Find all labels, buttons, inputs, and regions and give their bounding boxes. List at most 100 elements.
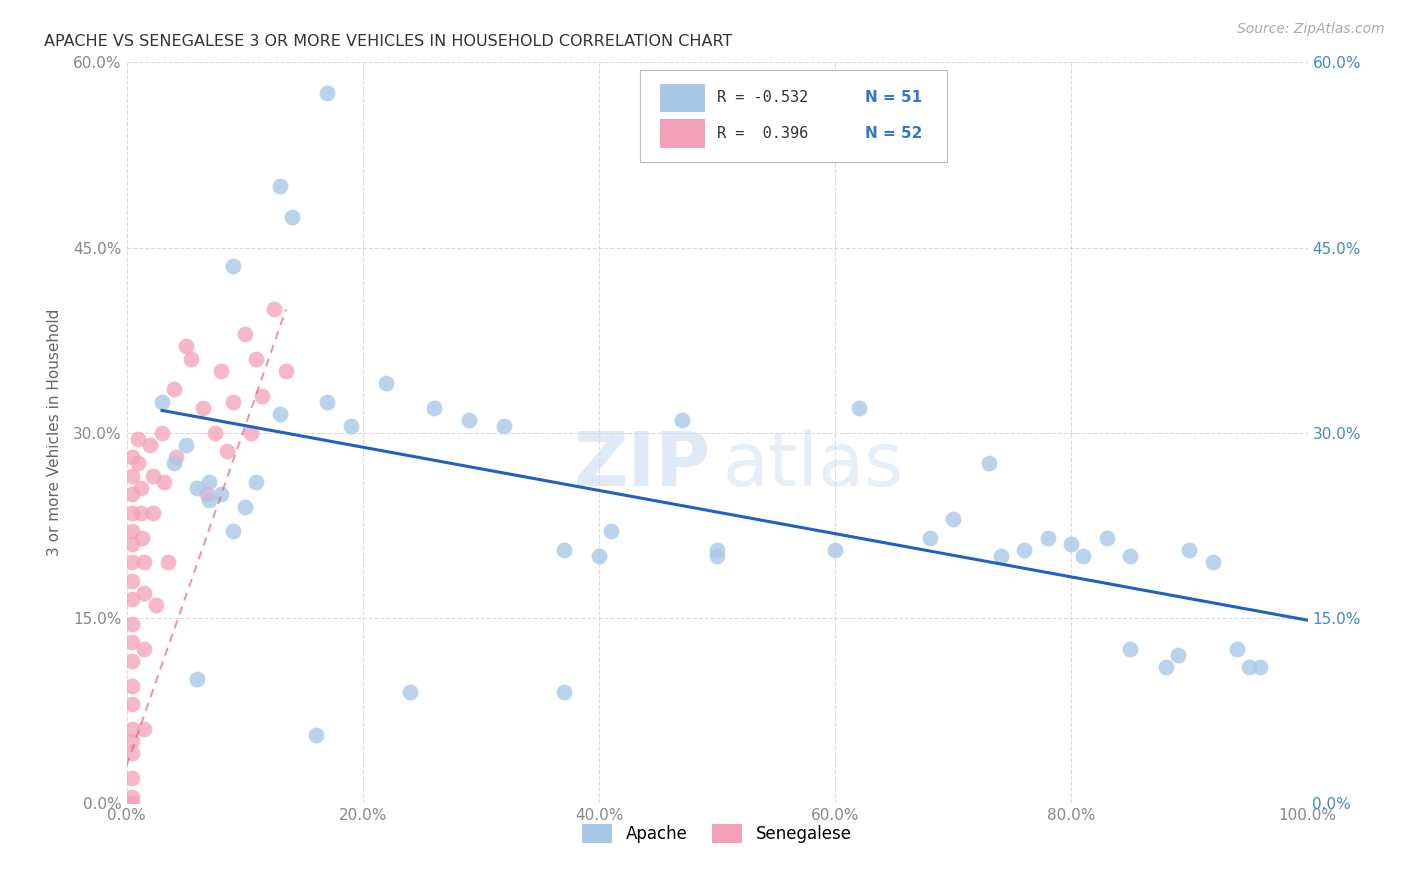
Point	[127, 432, 149, 446]
Legend: Apache, Senegalese: Apache, Senegalese	[575, 817, 859, 850]
Point	[180, 351, 202, 366]
Point	[1119, 549, 1142, 563]
Point	[1237, 660, 1260, 674]
Point	[129, 506, 152, 520]
Point	[121, 654, 143, 668]
FancyBboxPatch shape	[661, 84, 706, 112]
Point	[121, 450, 143, 465]
Y-axis label: 3 or more Vehicles in Household: 3 or more Vehicles in Household	[46, 309, 62, 557]
Point	[163, 383, 186, 397]
Point	[195, 487, 218, 501]
Point	[121, 616, 143, 631]
Point	[134, 586, 156, 600]
Point	[918, 531, 941, 545]
Point	[209, 487, 232, 501]
Point	[204, 425, 226, 440]
Point	[163, 457, 186, 471]
Text: N = 51: N = 51	[865, 90, 922, 105]
Text: APACHE VS SENEGALESE 3 OR MORE VEHICLES IN HOUSEHOLD CORRELATION CHART: APACHE VS SENEGALESE 3 OR MORE VEHICLES …	[44, 34, 733, 49]
Point	[121, 697, 143, 711]
Point	[121, 536, 143, 550]
Point	[121, 771, 143, 785]
Point	[165, 450, 187, 465]
Point	[153, 475, 176, 489]
Point	[588, 549, 610, 563]
Point	[131, 531, 153, 545]
Point	[139, 438, 162, 452]
Point	[706, 542, 728, 557]
Point	[1202, 555, 1225, 569]
Point	[269, 407, 291, 421]
Point	[121, 747, 143, 761]
Point	[599, 524, 621, 539]
Text: Source: ZipAtlas.com: Source: ZipAtlas.com	[1237, 22, 1385, 37]
Point	[121, 796, 143, 810]
Point	[245, 475, 267, 489]
Point	[141, 468, 163, 483]
Point	[1249, 660, 1271, 674]
Point	[942, 512, 965, 526]
Point	[1060, 536, 1083, 550]
Point	[304, 728, 326, 742]
Point	[145, 599, 167, 613]
Point	[121, 734, 143, 748]
Point	[215, 444, 238, 458]
Point	[121, 506, 143, 520]
Point	[134, 555, 156, 569]
Point	[121, 722, 143, 736]
Point	[156, 555, 179, 569]
Point	[186, 673, 208, 687]
Point	[1071, 549, 1094, 563]
Point	[198, 493, 221, 508]
Point	[150, 394, 173, 409]
Point	[252, 388, 274, 402]
Point	[233, 326, 256, 341]
Point	[245, 351, 267, 366]
Point	[121, 468, 143, 483]
Text: ZIP: ZIP	[574, 429, 711, 502]
Point	[174, 339, 197, 353]
Point	[1226, 641, 1249, 656]
Point	[1178, 542, 1201, 557]
Point	[848, 401, 870, 415]
Point	[316, 87, 339, 101]
Point	[671, 413, 693, 427]
Point	[121, 635, 143, 649]
Point	[422, 401, 444, 415]
Point	[458, 413, 481, 427]
Point	[121, 555, 143, 569]
Point	[977, 457, 1000, 471]
Point	[263, 302, 285, 317]
Point	[222, 394, 245, 409]
Point	[269, 178, 291, 193]
Point	[1167, 648, 1189, 662]
Point	[186, 481, 208, 495]
Point	[1095, 531, 1118, 545]
Point	[121, 789, 143, 804]
Point	[824, 542, 846, 557]
Point	[494, 419, 516, 434]
Point	[141, 506, 163, 520]
Text: R =  0.396: R = 0.396	[717, 126, 808, 141]
Point	[127, 457, 149, 471]
Point	[316, 394, 339, 409]
Point	[222, 259, 245, 273]
Point	[174, 438, 197, 452]
Point	[134, 722, 156, 736]
Point	[129, 481, 152, 495]
Point	[121, 592, 143, 607]
Point	[1154, 660, 1177, 674]
Point	[209, 364, 232, 378]
Text: atlas: atlas	[723, 429, 904, 502]
Point	[150, 425, 173, 440]
Point	[121, 487, 143, 501]
Point	[1036, 531, 1059, 545]
Text: N = 52: N = 52	[865, 126, 922, 141]
Point	[706, 549, 728, 563]
Point	[222, 524, 245, 539]
Point	[121, 574, 143, 588]
Point	[399, 685, 422, 699]
Point	[340, 419, 363, 434]
Point	[281, 210, 304, 224]
Point	[1012, 542, 1035, 557]
